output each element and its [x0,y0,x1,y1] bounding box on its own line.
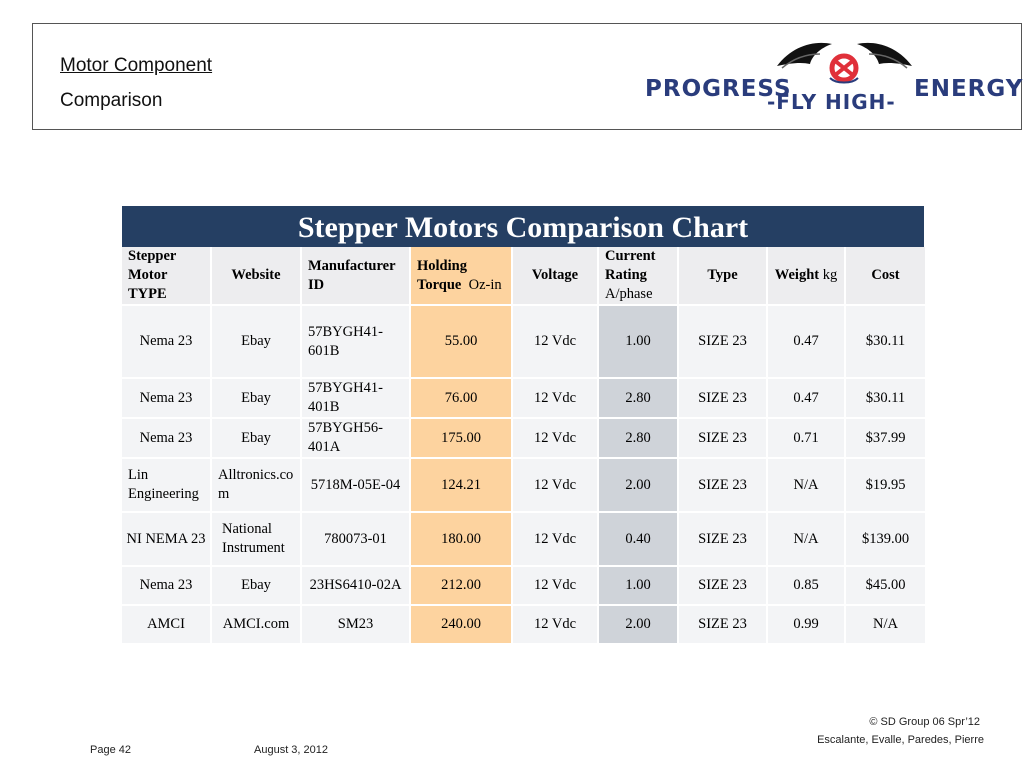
cell-current-rating: 1.00 [599,567,677,604]
cell-current-rating: 2.00 [599,606,677,643]
header-holding-torque-label: Holding Torque [417,257,467,293]
slide-title: Motor Component [60,55,213,76]
logo-text-progress: PROGRESS [645,76,792,102]
cell-website: Alltronics.com [212,459,300,511]
cell-voltage: 12 Vdc [513,567,597,604]
cell-type: SIZE 23 [679,567,766,604]
cell-motor-type: AMCI [122,606,210,643]
cell-holding-torque: 240.00 [411,606,511,643]
cell-type: SIZE 23 [679,459,766,511]
cell-manufacturer-id: 57BYGH56-401A [302,419,409,457]
header-cost: Cost [846,247,925,304]
company-logo: PROGRESS -FLY HIGH- ENERGY [642,38,1022,118]
cell-website: Ebay [212,306,300,377]
cell-weight: N/A [768,459,844,511]
cell-cost: $45.00 [846,567,925,604]
header-box [32,23,1022,130]
cell-website: Ebay [212,567,300,604]
header-manufacturer-id: Manufacturer ID [302,247,409,304]
cell-website: AMCI.com [212,606,300,643]
cell-motor-type: Lin Engineering [122,459,210,511]
cell-motor-type: Nema 23 [122,306,210,377]
cell-weight: 0.47 [768,379,844,417]
cell-website: National Instrument [212,513,300,565]
cell-motor-type: Nema 23 [122,567,210,604]
cell-type: SIZE 23 [679,606,766,643]
cell-type: SIZE 23 [679,419,766,457]
cell-cost: $139.00 [846,513,925,565]
logo-text-energy: ENERGY [914,76,1024,102]
footer-authors: Escalante, Evalle, Paredes, Pierre [817,734,984,746]
cell-weight: N/A [768,513,844,565]
cell-manufacturer-id: 5718M-05E-04 [302,459,409,511]
footer-page-number: Page 42 [90,744,131,756]
cell-holding-torque: 124.21 [411,459,511,511]
slide-subtitle: Comparison [60,90,163,111]
cell-manufacturer-id: 23HS6410-02A [302,567,409,604]
cell-weight: 0.47 [768,306,844,377]
logo-text-fly-high: -FLY HIGH- [767,90,896,114]
table-row: Lin Engineering Alltronics.com 5718M-05E… [122,459,925,511]
wings-emblem-icon [777,42,912,84]
cell-voltage: 12 Vdc [513,419,597,457]
cell-holding-torque: 175.00 [411,419,511,457]
header-torque-unit: Oz-in [468,276,502,293]
cell-type: SIZE 23 [679,306,766,377]
header-weight-label: Weight [774,267,820,283]
cell-cost: $30.11 [846,306,925,377]
cell-motor-type: Nema 23 [122,379,210,417]
header-holding-torque: Holding Torque Oz-in [411,247,511,304]
table-row: Nema 23 Ebay 57BYGH56-401A 175.00 12 Vdc… [122,419,925,457]
chart-title: Stepper Motors Comparison Chart [122,206,924,247]
header-voltage: Voltage [513,247,597,304]
cell-current-rating: 0.40 [599,513,677,565]
cell-cost: $19.95 [846,459,925,511]
cell-voltage: 12 Vdc [513,306,597,377]
cell-cost: N/A [846,606,925,643]
table-row: Nema 23 Ebay 57BYGH41-401B 76.00 12 Vdc … [122,379,925,417]
cell-current-rating: 2.80 [599,379,677,417]
cell-voltage: 12 Vdc [513,606,597,643]
cell-manufacturer-id: SM23 [302,606,409,643]
cell-type: SIZE 23 [679,513,766,565]
cell-website: Ebay [212,419,300,457]
header-type: Type [679,247,766,304]
footer-date: August 3, 2012 [254,744,329,756]
header-current-unit: A/phase [605,286,653,302]
cell-holding-torque: 76.00 [411,379,511,417]
cell-current-rating: 2.00 [599,459,677,511]
cell-manufacturer-id: 57BYGH41-601B [302,306,409,377]
cell-holding-torque: 55.00 [411,306,511,377]
cell-motor-type: Nema 23 [122,419,210,457]
cell-cost: $37.99 [846,419,925,457]
header-weight: Weight kg [768,247,844,304]
header-motor-type: Stepper Motor TYPE [122,247,210,304]
cell-weight: 0.85 [768,567,844,604]
cell-current-rating: 1.00 [599,306,677,377]
table-row: NI NEMA 23 National Instrument 780073-01… [122,513,925,565]
cell-current-rating: 2.80 [599,419,677,457]
footer-copyright: © SD Group 06 Spr’12 [869,716,980,728]
table-row: Nema 23 Ebay 23HS6410-02A 212.00 12 Vdc … [122,567,925,604]
cell-weight: 0.71 [768,419,844,457]
header-weight-unit: kg [822,267,838,283]
cell-motor-type: NI NEMA 23 [122,513,210,565]
cell-website: Ebay [212,379,300,417]
cell-voltage: 12 Vdc [513,379,597,417]
cell-manufacturer-id: 57BYGH41-401B [302,379,409,417]
cell-holding-torque: 180.00 [411,513,511,565]
table-row: Nema 23 Ebay 57BYGH41-601B 55.00 12 Vdc … [122,306,925,377]
cell-voltage: 12 Vdc [513,459,597,511]
header-current-rating-label: Current Rating [605,248,656,283]
header-website: Website [212,247,300,304]
cell-voltage: 12 Vdc [513,513,597,565]
cell-holding-torque: 212.00 [411,567,511,604]
cell-type: SIZE 23 [679,379,766,417]
cell-weight: 0.99 [768,606,844,643]
table-row: AMCI AMCI.com SM23 240.00 12 Vdc 2.00 SI… [122,606,925,643]
cell-manufacturer-id: 780073-01 [302,513,409,565]
comparison-table: Stepper Motor TYPE Website Manufacturer … [120,245,927,645]
header-current-rating: Current Rating A/phase [599,247,677,304]
cell-cost: $30.11 [846,379,925,417]
